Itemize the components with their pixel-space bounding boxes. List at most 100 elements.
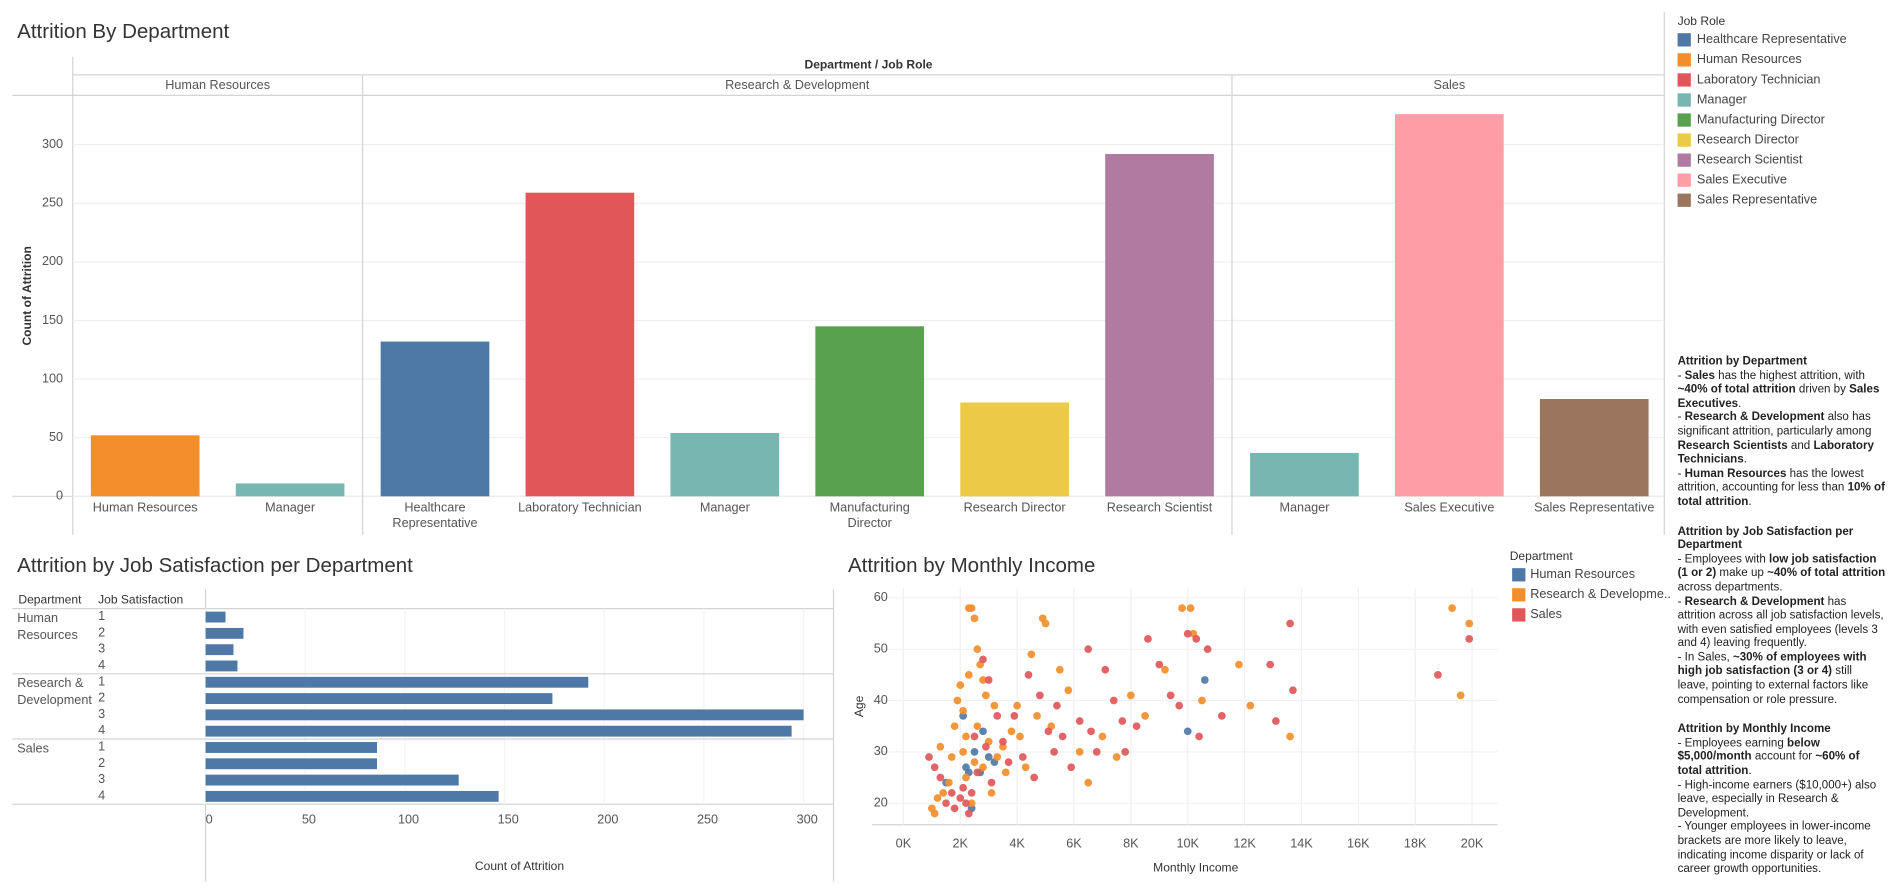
legend-swatch (1677, 173, 1691, 187)
point (1132, 722, 1141, 731)
note-item: - In Sales, ~30% of employees with high … (1678, 651, 1886, 707)
point (970, 747, 979, 756)
note-text: Research Scientists (1677, 439, 1788, 453)
note-text: account for (1751, 750, 1816, 764)
point (1112, 753, 1121, 761)
note-section: Attrition by Monthly Income - Employees e… (1678, 722, 1886, 876)
note-text: Research & Development (1684, 594, 1825, 608)
bar (1105, 154, 1214, 497)
note-text: ~60% of total attrition (1677, 750, 1860, 778)
x-tick-label: 100 (398, 812, 419, 826)
note-text: ~40% of total attrition (1767, 566, 1886, 580)
legend-swatch (1677, 113, 1691, 127)
x-tick-label: Manager (265, 501, 315, 515)
point (967, 789, 976, 797)
point (1155, 660, 1164, 669)
note-title: Attrition by Department (1677, 355, 1807, 369)
y-tick-label: 20 (874, 796, 888, 810)
group-label: Sales (17, 741, 49, 756)
point (1092, 747, 1101, 756)
point (981, 691, 990, 700)
point (1098, 732, 1107, 741)
legend-label: Healthcare Representative (1697, 32, 1847, 46)
group-label-box: Sales (17, 741, 49, 756)
note-text: - In Sales, (1677, 650, 1733, 664)
y-tick-label: 50 (49, 430, 63, 444)
point (1109, 696, 1118, 705)
point (930, 763, 939, 772)
bar (205, 790, 499, 802)
point (1183, 727, 1192, 736)
chart-title: Attrition by Job Satisfaction per Depart… (17, 554, 413, 577)
point (1016, 732, 1024, 741)
point (956, 794, 965, 802)
note-text: ~30% of employees with high job satisfac… (1677, 650, 1867, 678)
point (1041, 619, 1050, 628)
point (1033, 712, 1041, 720)
point (984, 676, 993, 684)
point (981, 742, 990, 751)
point (973, 768, 982, 777)
note-title: Attrition by Job Satisfaction per Depart… (1677, 524, 1854, 552)
point (950, 804, 959, 813)
legend-swatch (1677, 93, 1691, 107)
x-tick-label: 16K (1347, 836, 1370, 850)
y-tick-label: 50 (874, 642, 888, 656)
note-item: - Employees with low job satisfaction (1… (1678, 553, 1886, 595)
point (973, 645, 982, 654)
category-label: 3 (98, 772, 105, 786)
point (947, 789, 956, 797)
point (1200, 676, 1209, 684)
x-tick-label: 250 (697, 812, 718, 826)
x-tick-label: 200 (597, 812, 618, 826)
point (1075, 717, 1084, 725)
point (936, 742, 945, 751)
point (970, 758, 979, 766)
note-text: still leave, pointing to external factor… (1677, 664, 1869, 706)
point (970, 732, 979, 741)
legend-label: Human Resources (1530, 567, 1635, 581)
legend-label: Human Resources (1697, 52, 1802, 66)
legend-label: Research Scientist (1697, 152, 1803, 166)
point (979, 727, 987, 736)
note-text: . (1738, 397, 1742, 411)
y-tick-label: 150 (42, 313, 63, 327)
x-tick-label: Human Resources (93, 501, 198, 515)
note-text: across departments. (1677, 580, 1783, 594)
bar (235, 483, 345, 497)
point (979, 655, 987, 664)
point (925, 753, 933, 761)
point (959, 747, 967, 756)
legend-swatch (1512, 568, 1526, 582)
note-text: Laboratory Technicians (1677, 439, 1874, 467)
note-title: Attrition by Monthly Income (1677, 722, 1831, 736)
x-tick-label: Research Scientist (1107, 501, 1213, 515)
legend-swatch (1677, 153, 1691, 167)
point (1178, 604, 1186, 612)
point (1013, 701, 1022, 710)
bar (205, 693, 553, 704)
x-tick-label: Manager (700, 501, 750, 515)
point (1195, 732, 1203, 741)
point (1456, 691, 1465, 700)
y-tick-label: 30 (874, 744, 888, 758)
point (1217, 712, 1226, 720)
point (1127, 691, 1135, 700)
point (1286, 732, 1294, 741)
point (1246, 701, 1255, 710)
note-text: - (1677, 411, 1685, 425)
x-tick-label: 50 (302, 812, 316, 826)
point (962, 732, 970, 741)
point (964, 670, 973, 679)
note-text: - Employees earning (1677, 736, 1788, 750)
category-label: 2 (98, 691, 105, 705)
legend-label: Sales Executive (1697, 173, 1787, 187)
note-text: driven by (1795, 383, 1850, 397)
group-label: Human Resources (165, 78, 270, 92)
point (1004, 758, 1013, 766)
bar (525, 192, 635, 497)
column-header: Job Satisfaction (98, 592, 183, 606)
point (1055, 665, 1064, 674)
